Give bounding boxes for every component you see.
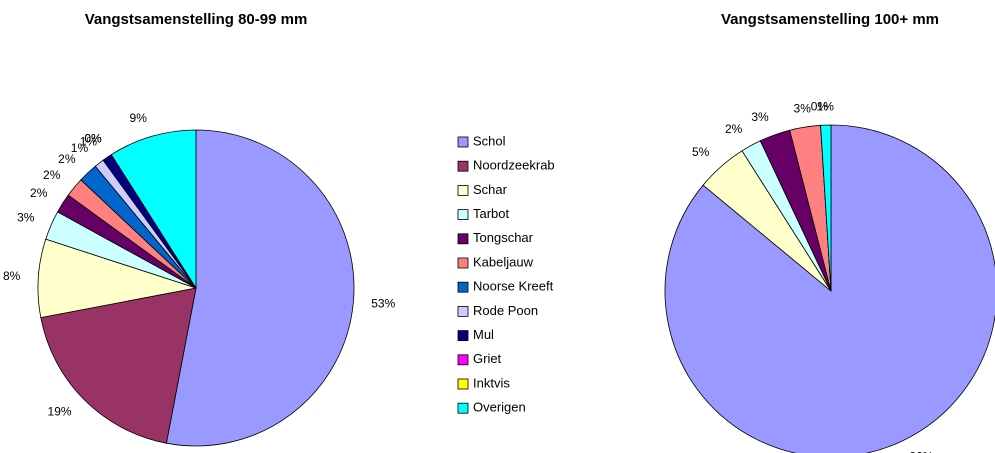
legend-label: Tongschar (473, 230, 534, 245)
data-label: 1% (71, 141, 89, 155)
legend-label: Schar (473, 182, 508, 197)
legend-label: Noorse Kreeft (473, 279, 554, 294)
data-label: 2% (725, 122, 743, 136)
legend-swatch (457, 354, 469, 366)
pie-slice (110, 129, 197, 290)
pie-slice (664, 124, 995, 453)
legend-swatch (457, 378, 469, 390)
legend-swatch (457, 160, 469, 172)
data-label: 53% (371, 297, 395, 311)
legend-label: Tarbot (473, 206, 510, 221)
legend-label: Schol (473, 133, 506, 148)
data-label: 2% (58, 152, 76, 166)
pie-slice (40, 287, 197, 444)
legend-label: Overigen (473, 400, 526, 415)
legend-label: Griet (473, 351, 502, 366)
legend-swatch (457, 257, 469, 269)
data-label: 5% (692, 145, 710, 159)
data-label: 8% (3, 269, 21, 283)
legend-label: Mul (473, 327, 494, 342)
data-label: 1% (80, 135, 98, 149)
data-label: 0% (84, 132, 102, 146)
data-label: 3% (794, 101, 812, 115)
legend-swatch (457, 402, 469, 414)
data-label: 0% (84, 132, 102, 146)
data-label: 3% (17, 210, 35, 224)
data-label: 19% (48, 405, 72, 419)
chart-title: Vangstsamenstelling 100+ mm (721, 11, 939, 28)
legend-label: Rode Poon (473, 303, 538, 318)
data-label: 0% (811, 100, 829, 114)
data-label: 3% (751, 110, 769, 124)
data-label: 9% (130, 111, 148, 125)
legend-swatch (457, 184, 469, 196)
chart-title: Vangstsamenstelling 80-99 mm (85, 11, 308, 28)
pie-slice (820, 124, 832, 292)
data-label: 2% (30, 186, 48, 200)
data-label: 86% (909, 450, 933, 453)
legend-swatch (457, 281, 469, 293)
legend-swatch (457, 209, 469, 221)
data-label: 2% (43, 168, 61, 182)
legend-swatch (457, 330, 469, 342)
pie-slice (165, 129, 355, 447)
legend-swatch (457, 136, 469, 148)
legend-label: Noordzeekrab (473, 158, 555, 173)
legend-swatch (457, 233, 469, 245)
data-label: 1% (817, 99, 835, 113)
legend-label: Inktvis (473, 375, 510, 390)
legend-swatch (457, 305, 469, 317)
legend-label: Kabeljauw (473, 254, 534, 269)
